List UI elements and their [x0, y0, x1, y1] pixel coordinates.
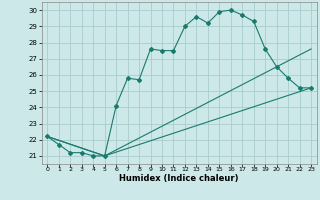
X-axis label: Humidex (Indice chaleur): Humidex (Indice chaleur): [119, 174, 239, 183]
